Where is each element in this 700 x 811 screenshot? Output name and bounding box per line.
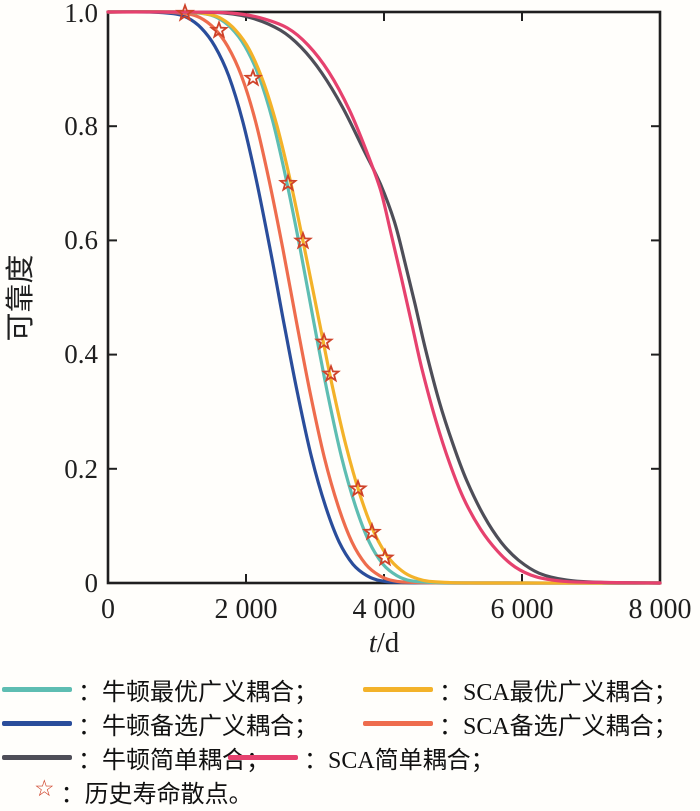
legend-label-sca-alternative: ：SCA备选广义耦合；: [439, 713, 678, 740]
legend-swatch-sca-simple: [228, 754, 298, 760]
legend-label-newton-optimal: ：牛顿最优广义耦合；: [78, 679, 318, 706]
curve-newton-optimal: [106, 10, 662, 585]
y-axis-title: 可靠度: [4, 254, 37, 341]
legend-row-4: ☆ ：历史寿命散点。: [0, 776, 700, 808]
legend-item-history-scatter: ☆ ：历史寿命散点。: [34, 776, 253, 808]
legend-item-newton-simple: ：牛顿简单耦合；: [2, 742, 270, 774]
legend-item-newton-optimal: ：牛顿最优广义耦合；: [2, 674, 318, 706]
history-life-star-marker: [243, 67, 263, 87]
x-tick-2000: 2 000: [215, 594, 278, 625]
history-life-star-marker: [314, 331, 334, 351]
legend-label-newton-simple: ：牛顿简单耦合；: [78, 747, 270, 774]
legend-row-1: ：牛顿最优广义耦合； ：SCA最优广义耦合；: [0, 674, 700, 706]
legend-label-history-scatter: ：历史寿命散点。: [60, 781, 253, 808]
history-life-star-marker: [175, 2, 195, 22]
y-tick-0-6: 0.6: [64, 225, 98, 255]
history-life-star-marker: [348, 478, 368, 498]
legend-label-sca-optimal: ：SCA最优广义耦合；: [439, 679, 678, 706]
x-tick-0: 0: [101, 594, 115, 625]
legend-item-sca-simple: ：SCA简单耦合；: [228, 742, 495, 774]
history-life-star-marker: [293, 230, 313, 250]
curve-newton-simple: [106, 10, 662, 585]
x-axis-title: t/d: [369, 627, 400, 659]
legend-row-2: ：牛顿备选广义耦合； ：SCA备选广义耦合；: [0, 708, 700, 740]
y-tick-1-0: 1.0: [64, 0, 98, 28]
y-tick-0-4: 0.4: [64, 339, 98, 369]
x-tick-8000: 8 000: [629, 594, 692, 625]
curve-newton-alternative: [106, 10, 662, 585]
curve-sca-simple: [106, 10, 662, 585]
history-life-star-marker: [278, 172, 298, 192]
legend-item-newton-alternative: ：牛顿备选广义耦合；: [2, 708, 318, 740]
legend-row-3: ：牛顿简单耦合； ：SCA简单耦合；: [0, 742, 700, 774]
star-icon: ☆: [34, 776, 55, 801]
history-life-star-marker: [362, 521, 382, 541]
curve-sca-optimal: [106, 10, 662, 585]
x-tick-6000: 6 000: [491, 594, 554, 625]
legend-swatch-sca-optimal: [363, 686, 433, 692]
legend-swatch-newton-simple: [2, 754, 72, 760]
legend-label-newton-alternative: ：牛顿备选广义耦合；: [78, 713, 318, 740]
legend-swatch-newton-alternative: [2, 720, 72, 726]
legend-swatch-newton-optimal: [2, 686, 72, 692]
legend-item-sca-alternative: ：SCA备选广义耦合；: [363, 708, 678, 740]
history-life-star-marker: [374, 547, 395, 567]
plot-frame: [106, 10, 662, 585]
curve-sca-alternative: [106, 10, 662, 585]
y-tick-0: 0: [85, 568, 99, 598]
history-life-star-marker: [209, 19, 229, 39]
x-tick-4000: 4 000: [353, 594, 416, 625]
legend-label-sca-simple: ：SCA简单耦合；: [304, 747, 495, 774]
history-life-star-marker: [321, 363, 341, 383]
legend-item-sca-optimal: ：SCA最优广义耦合；: [363, 674, 678, 706]
y-tick-0-8: 0.8: [64, 111, 98, 141]
y-tick-0-2: 0.2: [64, 454, 98, 484]
legend-swatch-sca-alternative: [363, 720, 433, 726]
reliability-chart: 0 0.2 0.4 0.6 0.8 1.0 0 2 000 4 000 6 00…: [4, 0, 692, 659]
